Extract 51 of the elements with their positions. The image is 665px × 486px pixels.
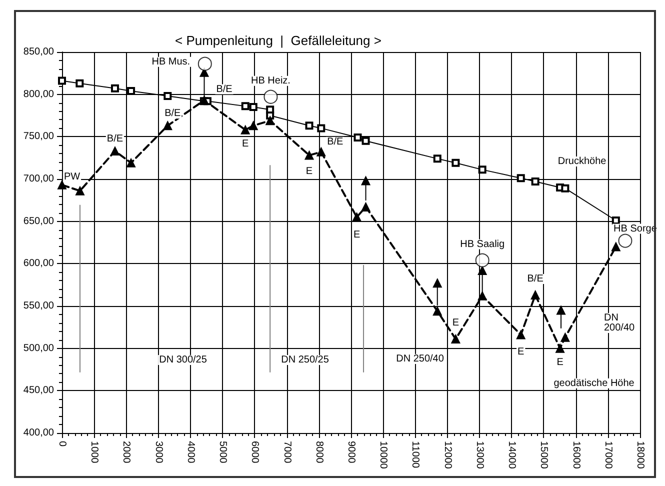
x-tick-label: 13000 — [474, 441, 485, 470]
y-tick-label: 800,00 — [23, 88, 54, 100]
annotation: DN 250/25 — [281, 354, 330, 366]
x-tick-label: 12000 — [442, 441, 453, 470]
x-tick-label: 2000 — [120, 441, 132, 464]
y-tick-label: 850,00 — [23, 46, 54, 58]
x-tick-label: 5000 — [217, 441, 228, 464]
annotation: E — [518, 346, 525, 358]
annotation: PW — [64, 171, 81, 182]
annotation: B/E — [216, 84, 233, 95]
x-tick-label: 14000 — [506, 441, 518, 470]
x-tick-label: 18000 — [634, 441, 646, 470]
text: < Pumpenleitung | Gefälleleitung > — [175, 33, 382, 48]
annotation: B/E — [327, 136, 344, 148]
x-tick-label: 10000 — [378, 441, 389, 470]
text: geodätische Höhe — [554, 378, 635, 389]
x-tick-label: 7000 — [281, 441, 292, 464]
series-label: Druckhöhe — [558, 156, 607, 167]
annotation: DN 300/25 — [159, 354, 208, 366]
annotation: HB Saalig — [460, 238, 505, 250]
x-tick-label: 0 — [56, 441, 68, 447]
x-tick-label: 15000 — [538, 441, 550, 470]
y-tick-label: 600,00 — [23, 258, 54, 270]
annotation: E — [452, 318, 460, 329]
x-tick-label: 9000 — [346, 441, 356, 464]
annotation: E — [353, 230, 360, 241]
annotation: E — [306, 166, 313, 177]
x-tick-label: 4000 — [184, 441, 196, 464]
annotation: E — [242, 138, 250, 150]
x-tick-label: 1000 — [88, 441, 100, 464]
annotation: B/E — [164, 108, 182, 120]
annotation: HB Mus. — [152, 56, 190, 68]
annotation: E — [556, 356, 564, 368]
x-tick-label: 8000 — [313, 441, 324, 464]
annotation: B/E — [527, 273, 544, 284]
y-tick-label: 650,00 — [23, 216, 54, 227]
x-tick-label: 17000 — [602, 441, 614, 470]
x-tick-label: 16000 — [570, 441, 582, 470]
annotation: HB Heiz. — [250, 75, 290, 86]
x-tick-label: 3000 — [152, 441, 164, 464]
x-tick-label: 11000 — [410, 441, 421, 469]
annotation: DN 200/40 — [604, 312, 636, 334]
annotation: B/E — [106, 134, 124, 145]
y-tick-label: 400,00 — [23, 428, 54, 438]
y-tick-label: 750,00 — [23, 131, 54, 142]
y-tick-label: 700,00 — [23, 174, 54, 184]
y-tick-label: 450,00 — [23, 385, 54, 396]
y-tick-label: 500,00 — [23, 342, 54, 354]
x-tick-label: 6000 — [249, 441, 260, 464]
y-tick-label: 550,00 — [23, 300, 54, 312]
annotation: DN 250/40 — [396, 354, 444, 364]
